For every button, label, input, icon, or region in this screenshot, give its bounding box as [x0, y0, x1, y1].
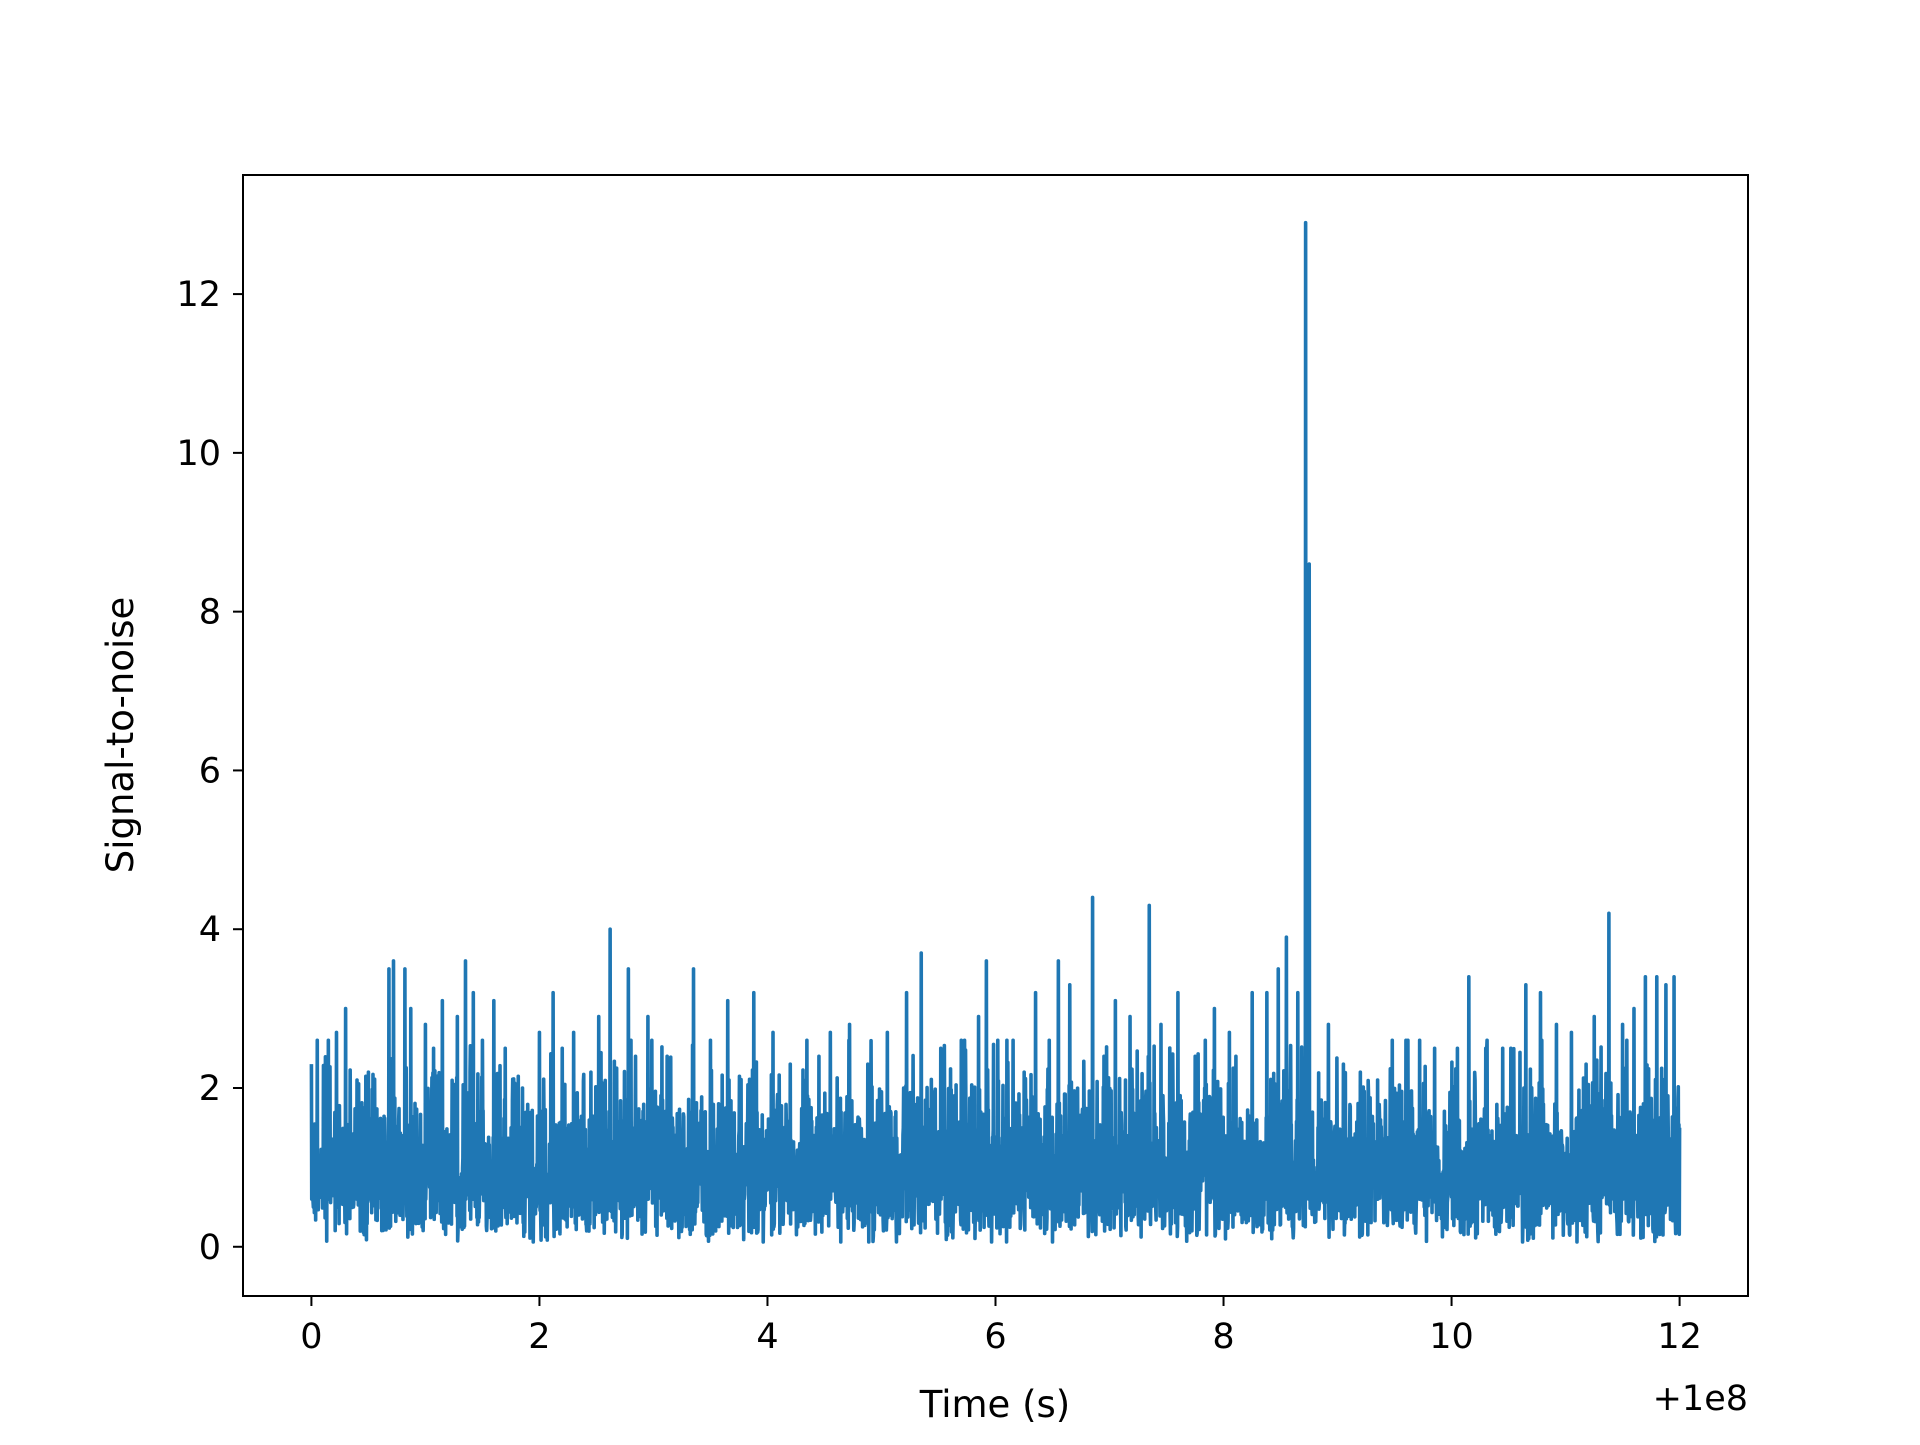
x-axis-offset-label: +1e8 [1653, 1379, 1748, 1419]
snr-series-line [309, 220, 1682, 1244]
x-tick-label: 6 [984, 1317, 1006, 1357]
y-tick-label: 4 [199, 910, 221, 950]
x-axis-label: Time (s) [919, 1383, 1070, 1426]
x-tick-label: 4 [756, 1317, 778, 1357]
y-tick-label: 6 [199, 751, 221, 791]
y-tick-label: 2 [199, 1069, 221, 1109]
plot-series-group [309, 220, 1682, 1244]
y-axis-label: Signal-to-noise [99, 597, 142, 874]
x-axis-ticks: 0 2 4 6 8 10 12 [300, 1296, 1702, 1357]
y-axis-ticks: 0 2 4 6 8 10 12 [176, 275, 243, 1268]
y-tick-label: 0 [199, 1228, 221, 1268]
x-tick-label: 10 [1429, 1317, 1474, 1357]
y-tick-label: 10 [176, 434, 221, 474]
x-tick-label: 8 [1212, 1317, 1234, 1357]
x-tick-label: 12 [1657, 1317, 1702, 1357]
y-tick-label: 12 [176, 275, 221, 315]
y-tick-label: 8 [199, 593, 221, 633]
x-tick-label: 2 [528, 1317, 550, 1357]
x-tick-label: 0 [300, 1317, 322, 1357]
